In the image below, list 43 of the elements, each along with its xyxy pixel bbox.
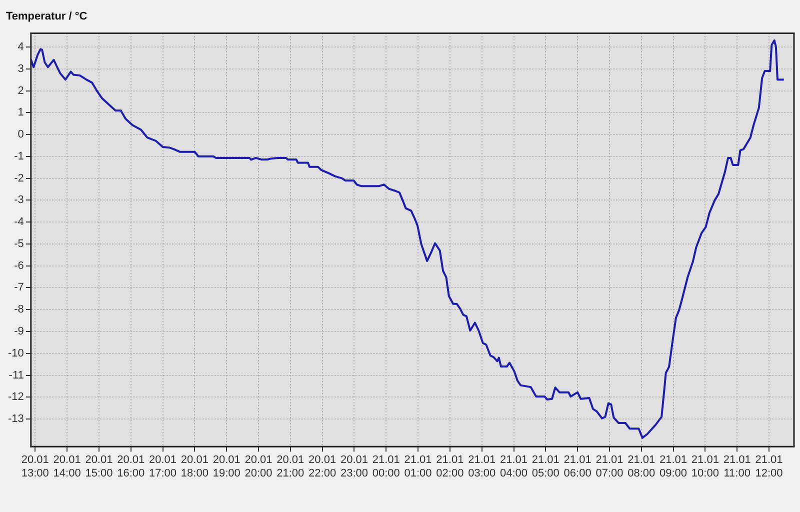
- y-tick-label: -8: [14, 304, 24, 316]
- x-tick-label: 20.01 16:00: [117, 454, 145, 480]
- x-tick-label: 21.01 09:00: [660, 454, 688, 480]
- x-tick-label: 21.01 12:00: [755, 454, 783, 480]
- y-tick-label: -2: [14, 172, 24, 184]
- y-tick-label: 1: [18, 106, 24, 119]
- y-tick-label: -10: [8, 347, 24, 360]
- x-tick-label: 20.01 21:00: [276, 454, 304, 480]
- x-tick-label: 20.01 22:00: [308, 454, 336, 480]
- x-tick-label: 20.01 13:00: [21, 454, 49, 480]
- x-tick-label: 20.01 15:00: [85, 454, 113, 480]
- y-tick-label: -7: [14, 282, 24, 294]
- x-tick-label: 21.01 04:00: [500, 454, 528, 480]
- x-tick-label: 20.01 19:00: [212, 454, 240, 480]
- x-tick-label: 21.01 07:00: [596, 454, 624, 480]
- y-tick-label: -4: [14, 216, 24, 228]
- y-tick-label: -12: [8, 391, 24, 404]
- y-tick-label: -11: [8, 369, 24, 382]
- y-tick-label: -1: [14, 150, 24, 162]
- x-tick-label: 21.01 10:00: [691, 454, 719, 480]
- x-tick-label: 21.01 01:00: [404, 454, 432, 480]
- x-tick-label: 21.01 00:00: [372, 454, 400, 480]
- y-tick-label: 2: [18, 84, 24, 97]
- y-tick-label: 3: [18, 62, 24, 75]
- chart-title: Temperatur / °C: [6, 10, 88, 23]
- y-tick-label: -3: [14, 194, 24, 206]
- x-tick-label: 21.01 11:00: [723, 454, 751, 480]
- y-tick-label: 4: [18, 41, 24, 54]
- x-tick-label: 20.01 14:00: [53, 454, 81, 480]
- x-tick-label: 20.01 18:00: [180, 454, 208, 480]
- x-tick-label: 21.01 08:00: [628, 454, 656, 480]
- x-tick-label: 21.01 02:00: [436, 454, 464, 480]
- y-tick-label: -5: [14, 238, 24, 250]
- x-tick-label: 20.01 20:00: [244, 454, 272, 480]
- x-tick-label: 20.01 23:00: [340, 454, 368, 480]
- y-tick-label: -6: [14, 260, 24, 272]
- y-tick-label: -9: [14, 326, 24, 338]
- y-tick-label: 0: [18, 128, 24, 141]
- x-tick-label: 20.01 17:00: [149, 454, 177, 480]
- y-tick-label: -13: [8, 413, 24, 426]
- x-tick-label: 21.01 06:00: [564, 454, 592, 480]
- x-tick-label: 21.01 05:00: [532, 454, 560, 480]
- x-tick-label: 21.01 03:00: [468, 454, 496, 480]
